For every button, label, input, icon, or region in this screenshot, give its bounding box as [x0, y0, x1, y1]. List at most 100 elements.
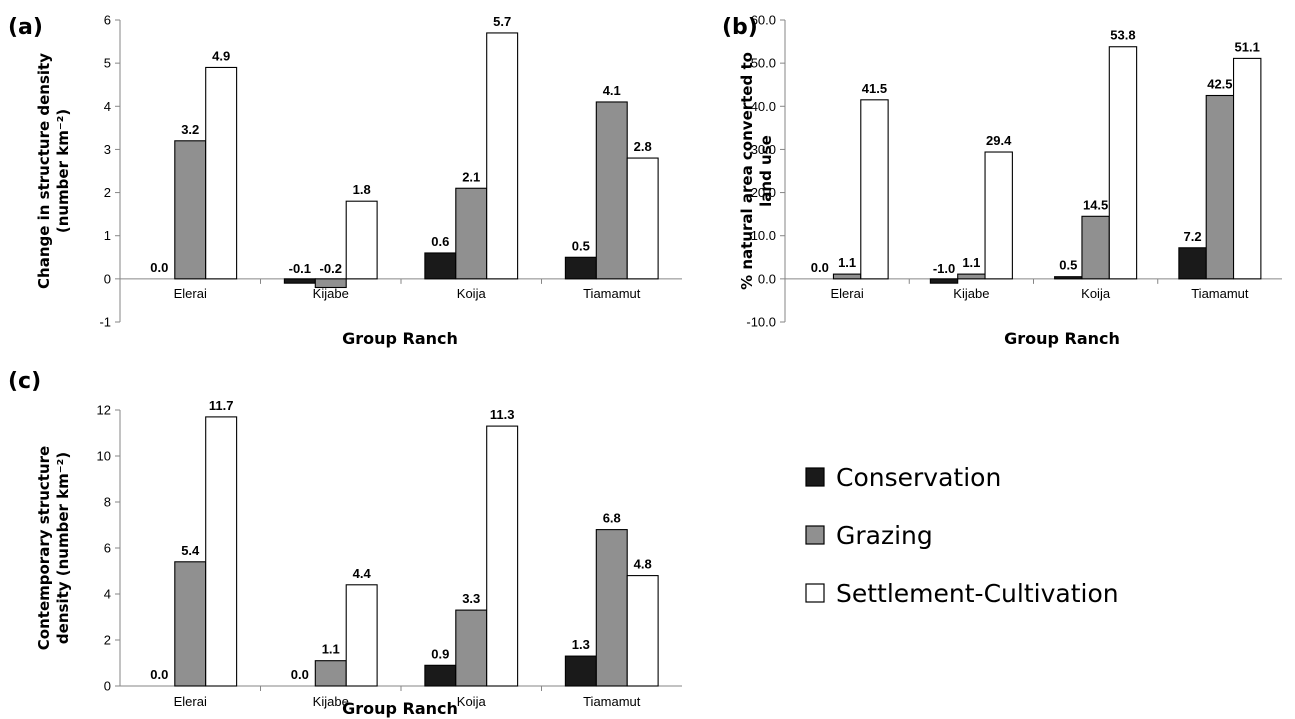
x-category-label: Kijabe — [313, 694, 349, 709]
y-tick-label: -1 — [99, 315, 111, 330]
y-axis-title-line: Contemporary structure — [35, 446, 53, 650]
data-label: 29.4 — [986, 133, 1012, 148]
data-label: 11.7 — [209, 398, 234, 413]
x-category-label: Kijabe — [953, 286, 989, 301]
chart-panel-1: (a) -1 0 1 2 3 4 5 6 Elerai 0.0 3.2 4.9 Kijabe-0.1 -0.… — [8, 13, 682, 348]
data-label: 5.7 — [493, 14, 511, 29]
bar-grazing — [174, 140, 207, 280]
y-tick-label: 8 — [104, 495, 111, 510]
data-label: 1.1 — [838, 255, 856, 270]
x-category-label: Kijabe — [313, 286, 349, 301]
panel-label: (b) — [722, 15, 758, 40]
x-category-label: Tiamamut — [583, 286, 641, 301]
legend-label: Conservation — [836, 463, 1001, 492]
data-label: -1.0 — [933, 261, 955, 276]
x-axis-title: Group Ranch — [342, 699, 458, 718]
data-label: 53.8 — [1110, 28, 1135, 43]
bar-grazing — [1205, 94, 1235, 280]
data-label: 42.5 — [1207, 77, 1232, 92]
bar-settlement-cultivation — [486, 32, 519, 280]
y-tick-label: 30.0 — [751, 142, 776, 157]
x-category-label: Tiamamut — [1191, 286, 1249, 301]
x-axis-title: Group Ranch — [342, 329, 458, 348]
panel-label: (c) — [8, 369, 41, 394]
bar-grazing — [174, 561, 207, 687]
y-tick-label: 4 — [104, 99, 111, 114]
bar-grazing — [314, 278, 347, 289]
data-label: 41.5 — [862, 81, 887, 96]
data-label: 0.0 — [811, 260, 829, 275]
bar-settlement-cultivation — [205, 416, 238, 687]
y-tick-label: 3 — [104, 142, 111, 157]
data-label: 5.4 — [181, 543, 200, 558]
data-label: 1.1 — [962, 255, 980, 270]
y-tick-label: 50.0 — [751, 56, 776, 71]
x-axis-title: Group Ranch — [1004, 329, 1120, 348]
y-tick-label: 0 — [104, 271, 111, 286]
data-label: -0.1 — [289, 261, 311, 276]
y-tick-label: 0.0 — [758, 271, 776, 286]
y-axis-title-line: Change in structure density — [35, 53, 53, 289]
bar-settlement-cultivation — [860, 99, 889, 280]
bar-settlement-cultivation — [984, 151, 1013, 280]
y-axis-title-line: density (number km⁻²) — [54, 452, 72, 644]
data-label: 4.9 — [212, 48, 230, 63]
data-label: 11.3 — [490, 407, 515, 422]
y-tick-label: 60.0 — [751, 13, 776, 28]
data-label: 2.1 — [462, 169, 480, 184]
data-label: -0.2 — [320, 261, 342, 276]
legend: Conservation Grazing Settlement-Cultivatio… — [805, 463, 1119, 608]
y-tick-label: 10.0 — [751, 228, 776, 243]
x-category-label: Koija — [457, 694, 487, 709]
y-axis-title: % natural area converted toland use — [738, 52, 775, 290]
x-category-label: Elerai — [174, 694, 207, 709]
legend-label: Settlement-Cultivation — [836, 579, 1119, 608]
x-category-label: Elerai — [831, 286, 864, 301]
y-tick-label: 5 — [104, 56, 111, 71]
bar-conservation — [283, 278, 316, 284]
bar-grazing — [1081, 215, 1110, 280]
data-label: 0.5 — [1059, 258, 1077, 273]
y-tick-label: 12 — [97, 403, 111, 418]
x-category-label: Elerai — [174, 286, 207, 301]
y-tick-label: 6 — [104, 541, 111, 556]
data-label: 14.5 — [1083, 197, 1108, 212]
data-label: 51.1 — [1235, 39, 1260, 54]
data-label: 6.8 — [603, 511, 621, 526]
data-label: 0.5 — [572, 238, 590, 253]
data-label: 0.0 — [150, 260, 168, 275]
data-label: 2.8 — [634, 139, 652, 154]
bar-settlement-cultivation — [1108, 46, 1138, 280]
bar-settlement-cultivation — [626, 157, 659, 280]
bar-conservation — [929, 278, 959, 284]
data-label: 3.2 — [181, 122, 199, 137]
bar-grazing — [957, 273, 986, 280]
data-label: 1.8 — [353, 182, 371, 197]
data-label: 1.1 — [322, 642, 340, 657]
data-label: 4.1 — [603, 83, 621, 98]
x-category-label: Tiamamut — [583, 694, 641, 709]
y-axis-title-line: land use — [757, 135, 775, 207]
y-tick-label: 6 — [104, 13, 111, 28]
data-label: 4.4 — [353, 566, 372, 581]
data-label: 3.3 — [462, 591, 480, 606]
data-label: 0.0 — [291, 667, 309, 682]
y-axis-title-line: (number km⁻²) — [54, 109, 72, 233]
data-label: 1.3 — [572, 637, 590, 652]
legend-swatch-grazing — [805, 525, 825, 545]
panel-label: (a) — [8, 15, 43, 40]
y-tick-label: 2 — [104, 633, 111, 648]
bar-conservation — [1054, 276, 1083, 280]
y-tick-label: 40.0 — [751, 99, 776, 114]
bar-grazing — [455, 609, 488, 687]
x-category-label: Koija — [457, 286, 487, 301]
bar-grazing — [314, 660, 347, 687]
chart-panel-3: (c) 0 2 4 6 8 10 12 Elerai 0.0 5.4 11.7 Kijabe 0.0 1.1… — [8, 369, 682, 718]
bar-settlement-cultivation — [1232, 57, 1262, 280]
y-tick-label: 2 — [104, 185, 111, 200]
bar-grazing — [455, 187, 488, 280]
legend-swatch-conservation — [805, 467, 825, 487]
bar-conservation — [424, 664, 457, 687]
data-label: 4.8 — [634, 557, 652, 572]
y-tick-label: -10.0 — [746, 315, 776, 330]
